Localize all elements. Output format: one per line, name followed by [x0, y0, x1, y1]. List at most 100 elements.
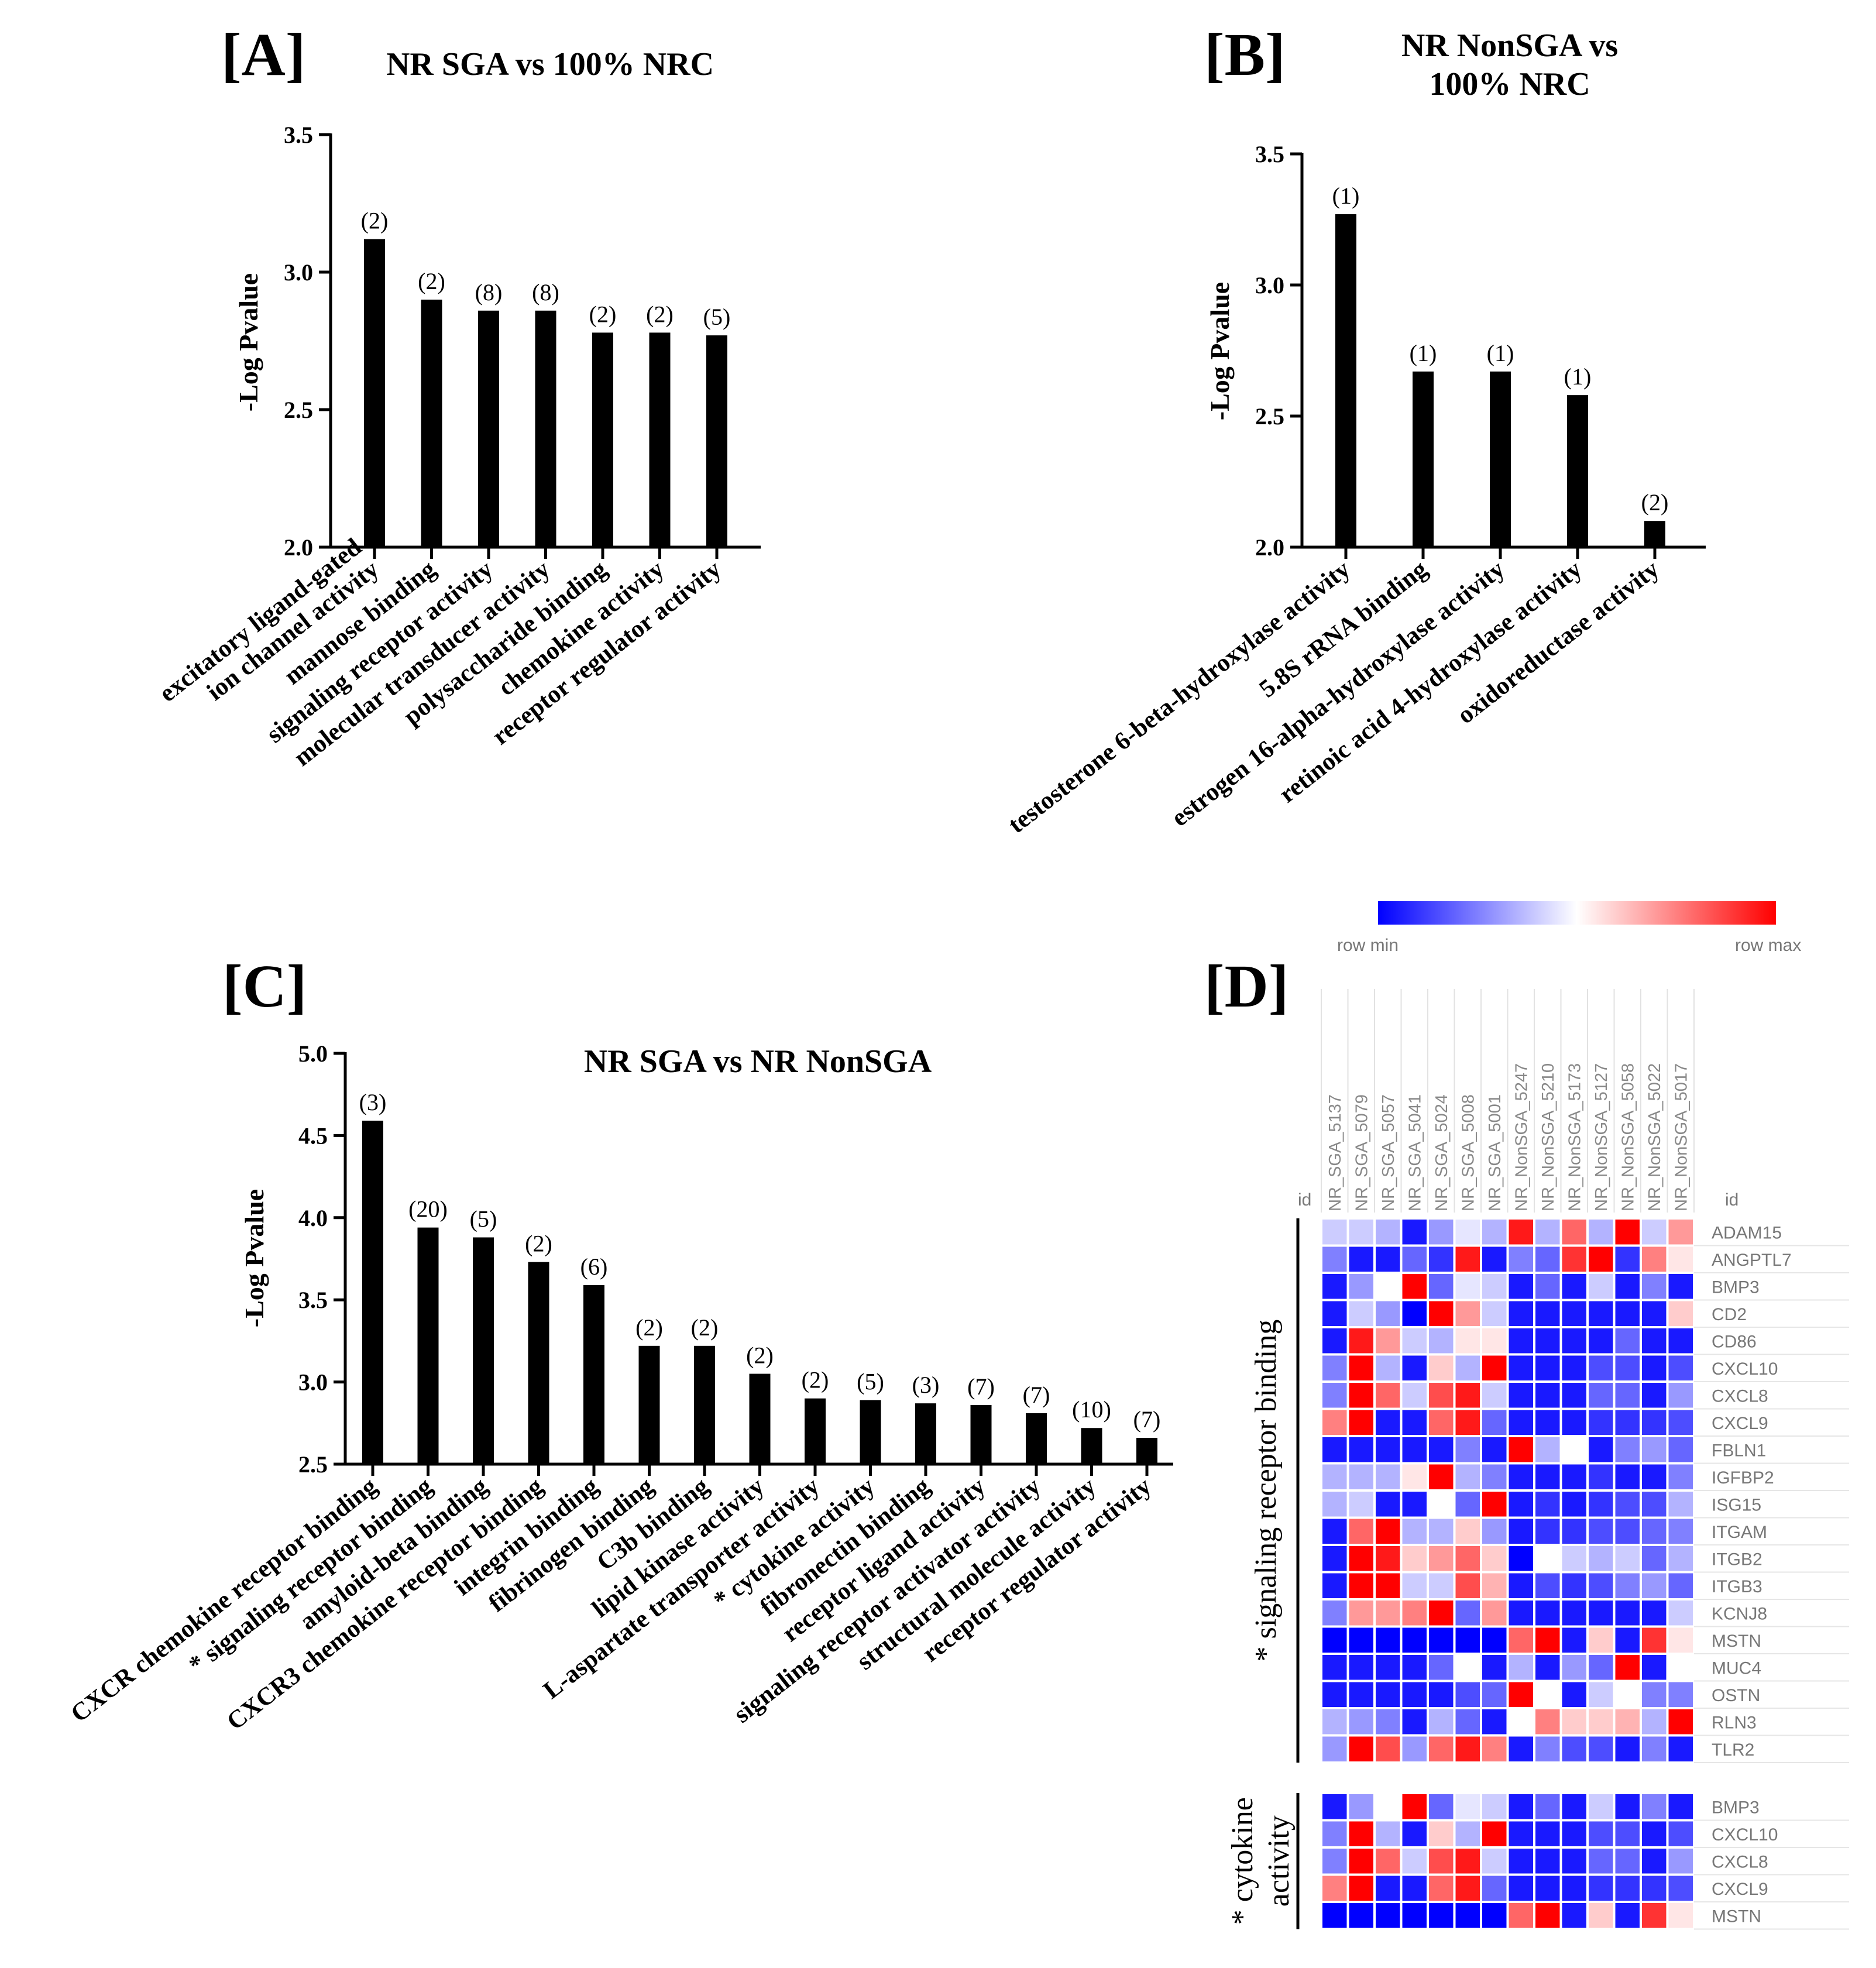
bar [1413, 371, 1434, 547]
heatmap-cell [1429, 1794, 1454, 1819]
panel-label: [C] [222, 953, 307, 1020]
heatmap-cell [1535, 1655, 1560, 1680]
group-label: * signaling receptor binding [1249, 1320, 1283, 1662]
y-tick-label: 3.5 [284, 122, 313, 148]
heatmap-cell [1482, 1274, 1507, 1299]
heatmap-cell [1402, 1220, 1427, 1245]
column-header: NR_NonSGA_5247 [1512, 1063, 1531, 1211]
heatmap-cell [1455, 1220, 1480, 1245]
row-label: ITGAM [1712, 1523, 1767, 1542]
heatmap-cell [1615, 1410, 1640, 1435]
heatmap-cell [1509, 1655, 1533, 1680]
heatmap-cell [1349, 1546, 1373, 1571]
heatmap-cell [1642, 1464, 1667, 1489]
heatmap-cell [1482, 1519, 1507, 1544]
heatmap-cell [1322, 1876, 1347, 1901]
row-label: TLR2 [1712, 1740, 1754, 1760]
bar [1567, 395, 1588, 547]
heatmap-cell [1376, 1794, 1400, 1819]
heatmap-cell [1615, 1794, 1640, 1819]
heatmap-cell [1535, 1519, 1560, 1544]
bar-count-label: (3) [359, 1089, 387, 1115]
column-header: NR_NonSGA_5127 [1592, 1063, 1611, 1211]
heatmap-cell [1402, 1794, 1427, 1819]
heatmap-cell [1455, 1627, 1480, 1653]
heatmap-cell [1615, 1355, 1640, 1380]
heatmap-cell [1455, 1736, 1480, 1761]
heatmap-cell [1322, 1682, 1347, 1707]
heatmap-cell [1589, 1492, 1613, 1517]
heatmap-cell [1455, 1682, 1480, 1707]
bar-count-label: (2) [802, 1367, 829, 1393]
heatmap-cell [1589, 1821, 1613, 1846]
y-tick-label: 4.0 [298, 1205, 328, 1231]
heatmap-cell [1668, 1849, 1693, 1874]
heatmap-cell [1429, 1709, 1454, 1735]
heatmap-cell [1509, 1876, 1533, 1901]
heatmap-cell [1535, 1328, 1560, 1354]
chart-title: NR NonSGA vs 100% NRC [1401, 28, 1618, 102]
heatmap-cell [1535, 1301, 1560, 1326]
heatmap-cell [1482, 1709, 1507, 1735]
bar [915, 1403, 936, 1464]
bar [970, 1404, 992, 1464]
heatmap-cell [1322, 1821, 1347, 1846]
heatmap-cell [1455, 1519, 1480, 1544]
row-label: CXCL10 [1712, 1825, 1778, 1845]
row-label: IGFBP2 [1712, 1468, 1774, 1488]
column-header: NR_SGA_5137 [1326, 1094, 1345, 1211]
bar [583, 1284, 604, 1464]
scale-min-label: row min [1337, 936, 1399, 955]
heatmap-cell [1349, 1682, 1373, 1707]
heatmap-cell [1482, 1627, 1507, 1653]
bar [638, 1345, 660, 1464]
bar [1136, 1438, 1157, 1464]
heatmap-cell [1455, 1274, 1480, 1299]
heatmap-cell [1429, 1383, 1454, 1408]
bar [592, 332, 613, 547]
heatmap-cell [1402, 1682, 1427, 1707]
heatmap-cell [1668, 1627, 1693, 1653]
heatmap-cell [1482, 1655, 1507, 1680]
heatmap-cell [1482, 1546, 1507, 1571]
heatmap-cell [1402, 1410, 1427, 1435]
heatmap-cell [1455, 1492, 1480, 1517]
bar-count-label: (2) [691, 1314, 719, 1341]
column-header: NR_NonSGA_5210 [1539, 1063, 1558, 1211]
bar [1081, 1428, 1102, 1464]
heatmap-cell [1642, 1328, 1667, 1354]
heatmap-cell [1322, 1546, 1347, 1571]
heatmap-cell [1402, 1627, 1427, 1653]
heatmap-cell [1509, 1546, 1533, 1571]
heatmap-cell [1642, 1220, 1667, 1245]
heatmap-cell [1562, 1410, 1586, 1435]
bar-count-label: (2) [1641, 489, 1669, 516]
heatmap-cell [1615, 1876, 1640, 1901]
heatmap-cell [1615, 1709, 1640, 1735]
heatmap-cell [1509, 1220, 1533, 1245]
bar [749, 1373, 771, 1464]
heatmap-cell [1509, 1464, 1533, 1489]
heatmap-cell [1509, 1573, 1533, 1598]
heatmap-cell [1376, 1655, 1400, 1680]
heatmap-cell [1322, 1736, 1347, 1761]
heatmap-cell [1535, 1849, 1560, 1874]
heatmap-cell [1322, 1794, 1347, 1819]
row-label: CXCL8 [1712, 1852, 1768, 1871]
row-label: ISG15 [1712, 1495, 1761, 1514]
heatmap-cell [1642, 1682, 1667, 1707]
bar [860, 1400, 881, 1464]
heatmap-cell [1535, 1274, 1560, 1299]
column-header: NR_NonSGA_5058 [1619, 1063, 1637, 1211]
heatmap-cell [1589, 1220, 1613, 1245]
heatmap-cell [1668, 1246, 1693, 1272]
color-scale-bar [1378, 901, 1776, 925]
heatmap-cell [1562, 1794, 1586, 1819]
heatmap-cell [1615, 1821, 1640, 1846]
heatmap-cell [1376, 1849, 1400, 1874]
heatmap-cell [1562, 1328, 1586, 1354]
heatmap-cell [1376, 1736, 1400, 1761]
heatmap-cell [1535, 1220, 1560, 1245]
heatmap-cell [1668, 1876, 1693, 1901]
